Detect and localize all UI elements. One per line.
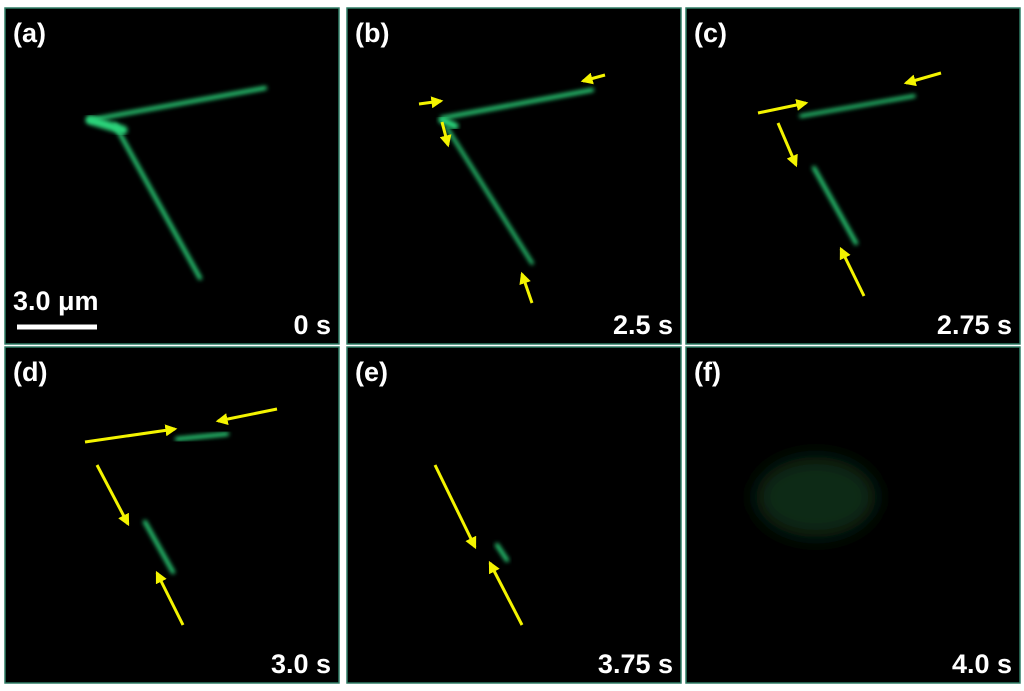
filament — [85, 115, 128, 135]
scale-bar-label: 3.0 μm — [13, 286, 99, 316]
time-label: 3.0 s — [271, 649, 331, 679]
arrow — [155, 570, 185, 626]
arrow — [580, 72, 606, 85]
time-label: 3.75 s — [598, 649, 673, 679]
arrow — [903, 71, 942, 87]
panels: (a) 0 s 3.0 μm (b) 2.5 s (c) 2.75 s (d) 3.0 s (e)… — [4, 7, 1021, 684]
time-label: 4.0 s — [952, 649, 1012, 679]
panel-label: (d) — [13, 357, 47, 387]
arrow — [757, 99, 809, 115]
filament — [812, 166, 858, 245]
arrow — [488, 560, 524, 626]
filament — [495, 543, 509, 562]
arrow — [95, 464, 130, 527]
filament — [799, 94, 916, 118]
panel-label: (e) — [355, 357, 388, 387]
panel-label: (b) — [355, 18, 389, 48]
faint-haze — [756, 457, 876, 537]
panel: (a) 0 s 3.0 μm — [4, 7, 340, 345]
time-label: 2.5 s — [613, 310, 673, 340]
filament — [445, 126, 534, 265]
arrow — [84, 424, 178, 444]
arrow — [215, 407, 278, 425]
filament — [438, 116, 459, 130]
arrow — [418, 96, 444, 109]
panel: (d) 3.0 s — [4, 346, 340, 684]
filament — [88, 86, 267, 122]
time-label: 0 s — [293, 310, 331, 340]
panel-label: (c) — [694, 18, 727, 48]
panel-frame — [346, 346, 682, 684]
arrow — [839, 246, 866, 297]
arrow — [519, 271, 534, 304]
filament — [113, 123, 202, 280]
arrow — [433, 464, 477, 550]
arrow — [439, 121, 452, 148]
panel-frame — [685, 7, 1021, 345]
filament — [143, 520, 175, 574]
panel-frame — [4, 7, 340, 345]
panel: (b) 2.5 s — [346, 7, 682, 345]
time-label: 2.75 s — [937, 310, 1012, 340]
panel-label: (f) — [694, 357, 721, 387]
filament — [440, 88, 594, 120]
panel-frame — [4, 346, 340, 684]
panel: (c) 2.75 s — [685, 7, 1021, 345]
panel: (e) 3.75 s — [346, 346, 682, 684]
panel: (f) 4.0 s — [685, 346, 1021, 684]
arrow — [776, 122, 798, 168]
filament — [175, 432, 229, 441]
panel-frame — [346, 7, 682, 345]
panel-label: (a) — [13, 18, 46, 48]
